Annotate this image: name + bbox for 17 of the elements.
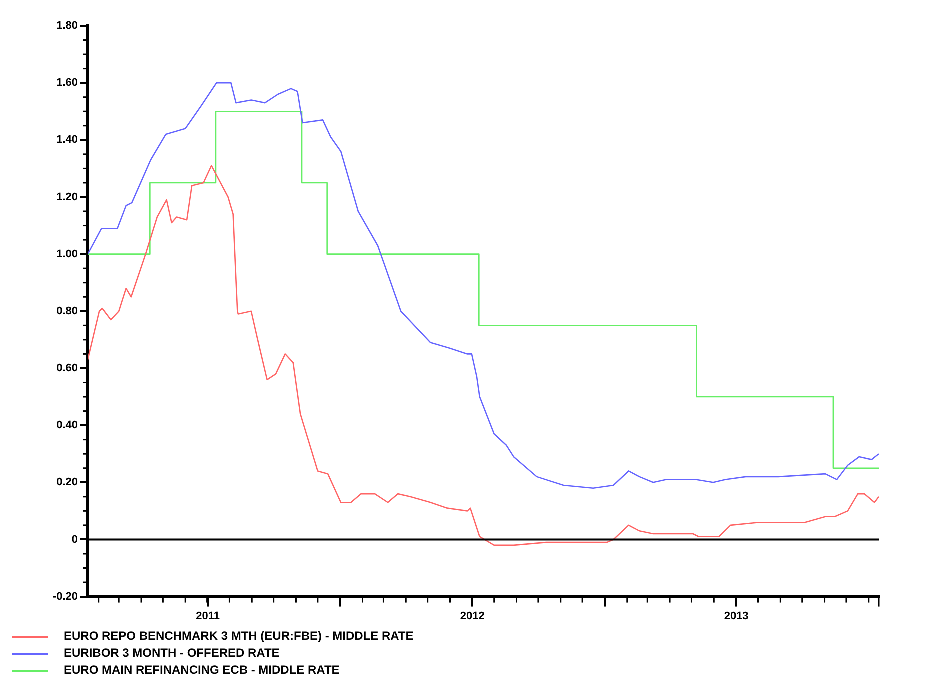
y-tick-label: 0.60 [56, 362, 78, 375]
y-tick-label: 1.40 [56, 134, 78, 146]
y-tick-label: -0.20 [52, 590, 78, 603]
legend-label: EURO REPO BENCHMARK 3 MTH (EUR:FBE) - MIDDLE RATE [64, 628, 414, 645]
y-tick-label: 1.00 [56, 248, 78, 260]
y-tick-label: 0 [72, 534, 78, 546]
x-tick-label: 2013 [724, 610, 749, 622]
x-tick-label: 2011 [196, 610, 220, 622]
y-tick-label: 0.40 [56, 420, 78, 432]
legend-label: EURO MAIN REFINANCING ECB - MIDDLE RATE [64, 662, 340, 679]
y-tick-label: 0.20 [56, 476, 78, 489]
legend-label: EURIBOR 3 MONTH - OFFERED RATE [64, 645, 280, 662]
y-tick-label: 1.60 [56, 77, 78, 90]
y-tick-label: 1.80 [56, 20, 78, 32]
y-tick-label: 0.80 [56, 305, 78, 318]
y-tick-label: 1.20 [56, 191, 78, 204]
x-tick-label: 2012 [460, 610, 485, 622]
